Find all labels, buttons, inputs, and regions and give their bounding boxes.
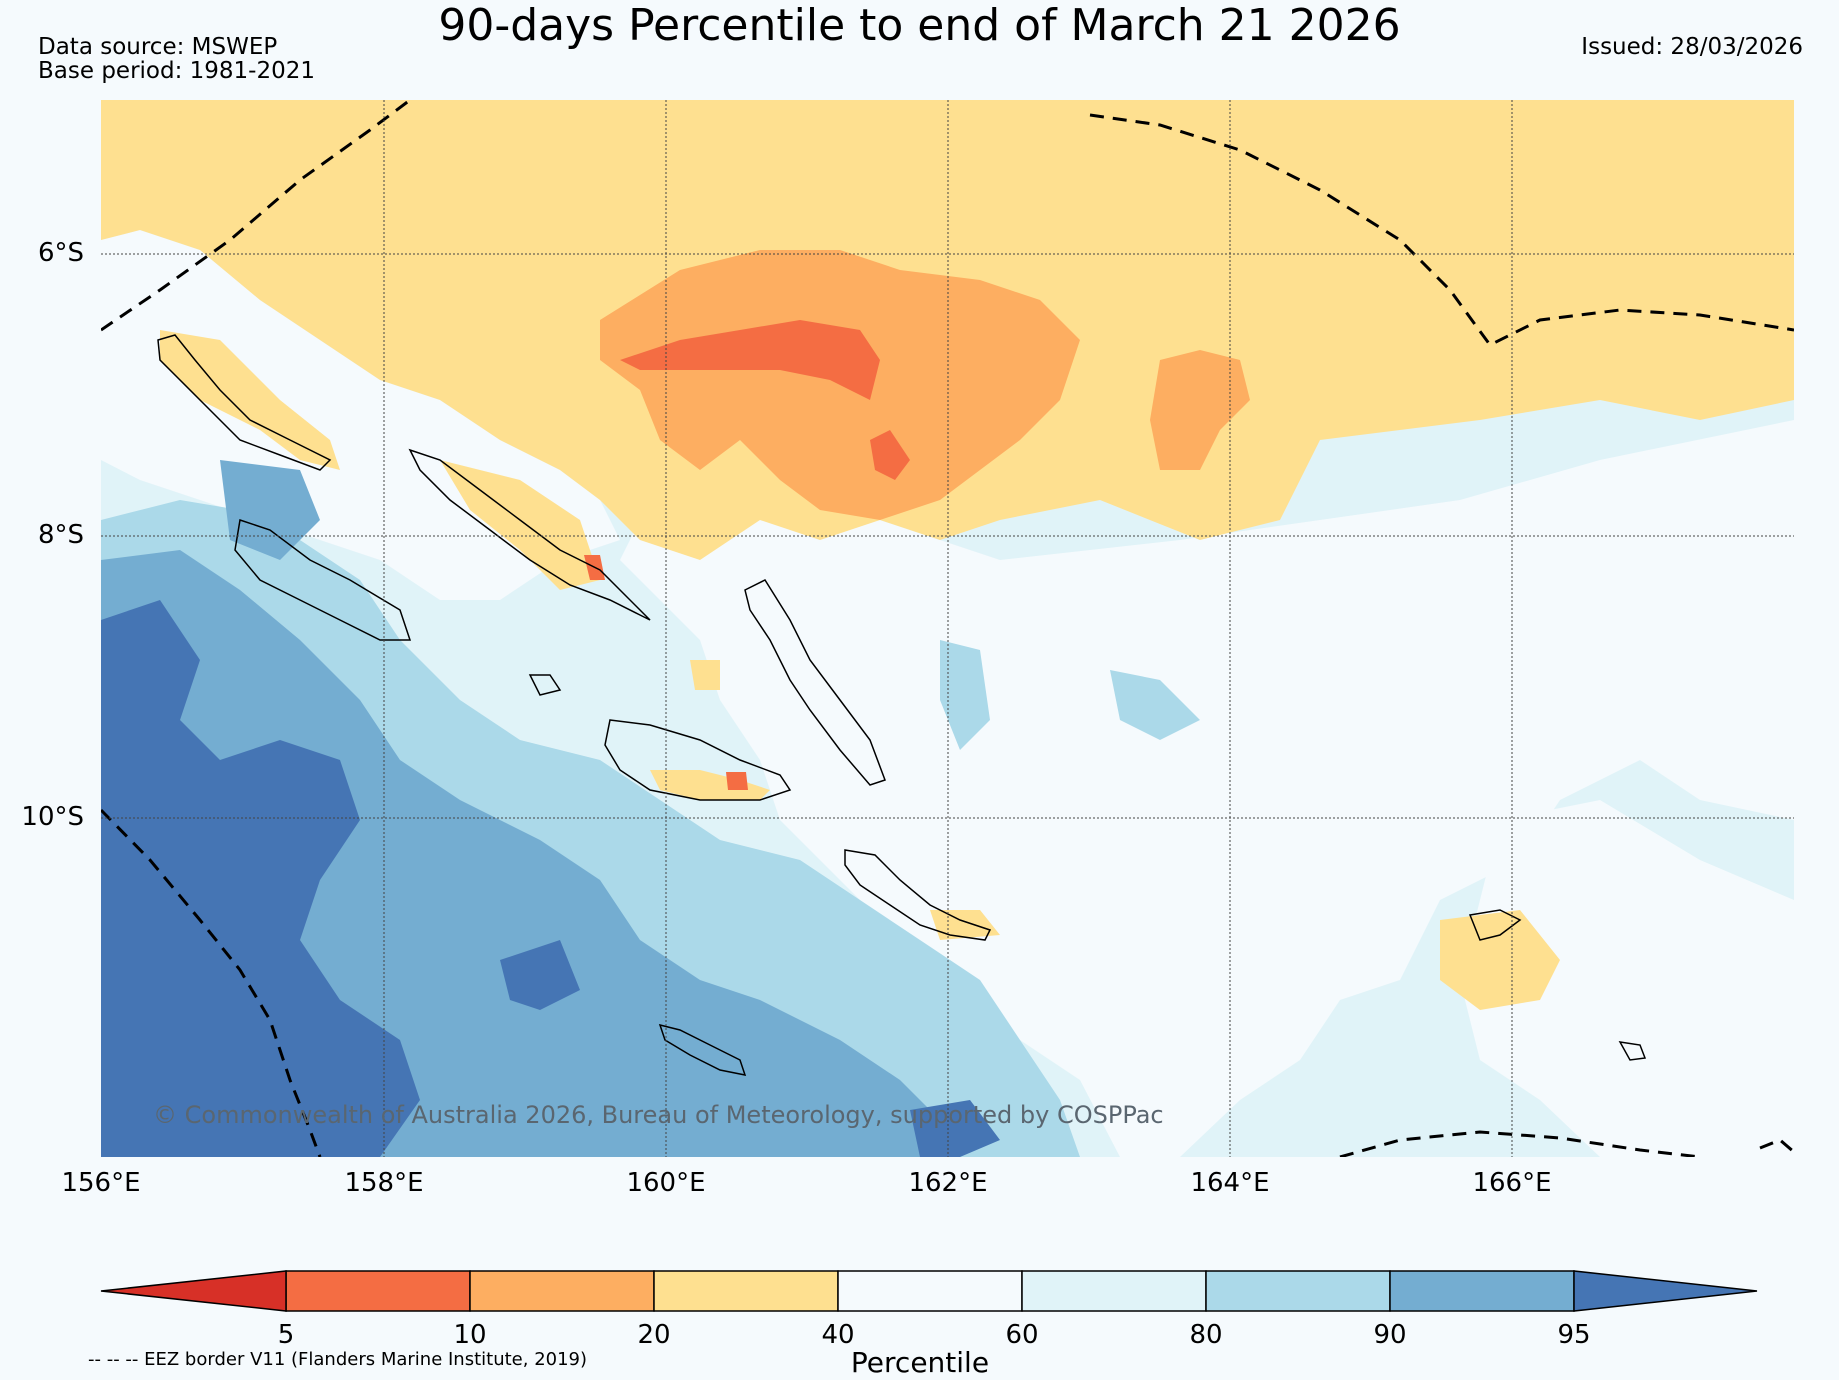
region-20-40-west bbox=[160, 330, 340, 470]
region-10-20-east bbox=[1150, 350, 1250, 470]
rennell-coastline bbox=[658, 1023, 747, 1076]
region-above-95-south bbox=[910, 1100, 1000, 1157]
copyright-notice: © Commonwealth of Australia 2026, Bureau… bbox=[153, 1101, 1164, 1129]
guadalcanal-coastline bbox=[604, 719, 792, 801]
new-georgia-coastline bbox=[234, 519, 412, 641]
bougainville-coastline bbox=[157, 334, 332, 471]
colorbar-tick-95: 95 bbox=[1557, 1320, 1591, 1350]
santa-isabel-coastline bbox=[744, 579, 886, 786]
colorbar-segment-40-60 bbox=[837, 1270, 1023, 1312]
colorbar-tick-60: 60 bbox=[1005, 1320, 1039, 1350]
colorbar-segment-80-90 bbox=[1205, 1270, 1391, 1312]
region-5-10 bbox=[620, 320, 880, 400]
colorbar-label: Percentile bbox=[850, 1346, 990, 1379]
coastlines bbox=[157, 334, 1647, 1076]
colorbar-segment-20-40 bbox=[653, 1270, 839, 1312]
lon-label-160e: 160°E bbox=[626, 1168, 706, 1198]
colorbar-tick-10: 10 bbox=[453, 1320, 487, 1350]
region-40-60-southeast bbox=[1460, 800, 1794, 1157]
eez-border-note: -- -- -- EEZ border V11 (Flanders Marine… bbox=[88, 1349, 588, 1370]
colorbar-segment-10-20 bbox=[469, 1270, 655, 1312]
eez-borders bbox=[101, 100, 1794, 1157]
region-40-60-east bbox=[620, 420, 1794, 1157]
region-90-95-patch bbox=[220, 460, 320, 560]
region-5-10-patch bbox=[870, 430, 910, 480]
malaita-small-islands-coastline bbox=[528, 674, 562, 696]
region-above-95 bbox=[101, 600, 420, 1157]
lat-label-8s: 8°S bbox=[37, 520, 84, 550]
lat-label-6s: 6°S bbox=[37, 238, 84, 268]
eez-border-south-east-corner bbox=[1759, 1138, 1794, 1154]
page-title: 90-days Percentile to end of March 21 20… bbox=[438, 0, 1401, 51]
colorbar-tick-40: 40 bbox=[821, 1320, 855, 1350]
colorbar-tick-80: 80 bbox=[1189, 1320, 1223, 1350]
region-20-40-small bbox=[690, 660, 720, 690]
region-20-40-southeast bbox=[1440, 910, 1560, 1010]
issued-date: Issued: 28/03/2026 bbox=[1581, 34, 1803, 60]
lat-label-10s: 10°S bbox=[21, 802, 84, 832]
lon-label-158e: 158°E bbox=[344, 1168, 424, 1198]
colorbar-segment-5-10 bbox=[285, 1270, 471, 1312]
colorbar-segment-90-95 bbox=[1389, 1270, 1575, 1312]
santa-cruz-coastline bbox=[1468, 909, 1522, 941]
lon-label-162e: 162°E bbox=[908, 1168, 988, 1198]
colorbar-extend-low bbox=[100, 1270, 287, 1312]
lon-label-164e: 164°E bbox=[1190, 1168, 1270, 1198]
region-80-90-east bbox=[1110, 670, 1200, 740]
choiseul-coastline bbox=[408, 448, 651, 621]
colorbar-tick-90: 90 bbox=[1373, 1320, 1407, 1350]
colorbar-tick-5: 5 bbox=[277, 1320, 295, 1350]
eez-border-northwest bbox=[101, 100, 411, 332]
region-5-10-small bbox=[726, 772, 748, 790]
lon-label-156e: 156°E bbox=[61, 1168, 141, 1198]
region-20-40-guadalcanal bbox=[650, 770, 770, 800]
colorbar-extend-high bbox=[1573, 1270, 1758, 1312]
colorbar-segment-60-80 bbox=[1021, 1270, 1207, 1312]
graticule bbox=[101, 100, 1794, 1157]
eez-border-northeast bbox=[1089, 113, 1794, 347]
eez-border-southeast bbox=[1339, 1130, 1701, 1157]
lon-label-166e: 166°E bbox=[1472, 1168, 1552, 1198]
makira-coastline bbox=[844, 849, 992, 941]
eez-border-southwest bbox=[101, 808, 322, 1157]
vanikoro-coastline bbox=[1618, 1041, 1647, 1061]
colorbar-tick-20: 20 bbox=[637, 1320, 671, 1350]
base-period: Base period: 1981-2021 bbox=[38, 58, 316, 84]
region-20-40-island bbox=[440, 460, 600, 590]
region-80-90-island bbox=[940, 640, 990, 750]
region-above-95-patch bbox=[500, 940, 580, 1010]
data-source: Data source: MSWEP bbox=[38, 34, 278, 60]
